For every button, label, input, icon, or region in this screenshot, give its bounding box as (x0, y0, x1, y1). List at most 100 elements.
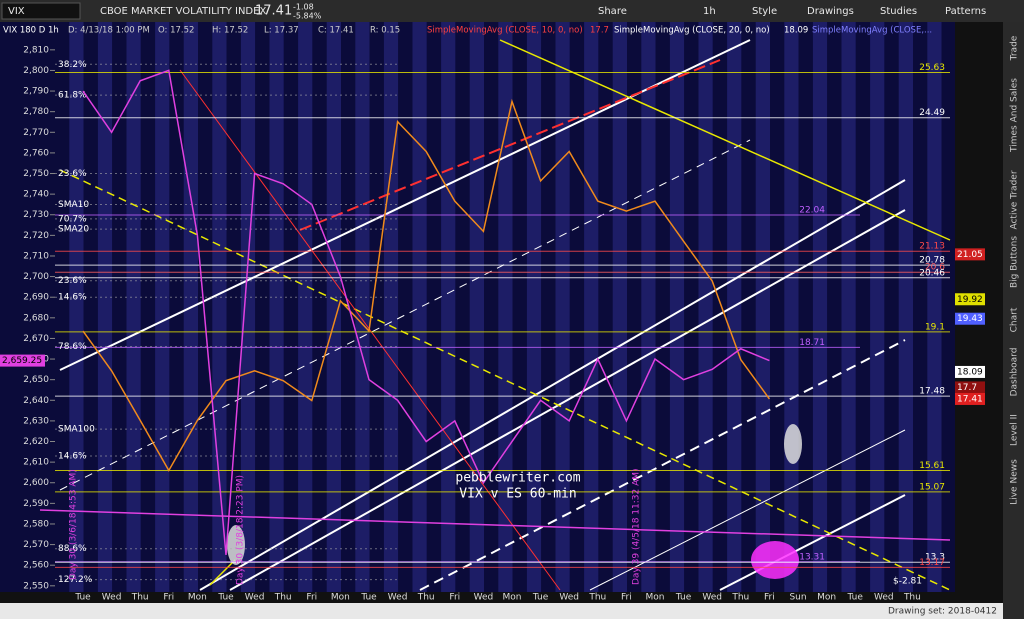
stripe (884, 22, 899, 592)
stripe (741, 22, 756, 592)
sidebar-tab[interactable]: Chart (1010, 307, 1020, 332)
x-tick-label: Tue (532, 593, 549, 603)
y-tick-label: 2,780 (23, 107, 49, 117)
marker-ellipse (751, 541, 799, 579)
right-axis-bg (955, 22, 1003, 592)
sidebar-tab[interactable]: Live News (1010, 459, 1020, 505)
stripe (398, 22, 413, 592)
sidebar-tab[interactable]: Active Trader (1010, 170, 1020, 229)
level-label: 13.17 (919, 558, 945, 568)
stripe (941, 22, 956, 592)
stripe (784, 22, 799, 592)
level-label: 20.46 (919, 268, 945, 278)
net-change: -1.08 (293, 3, 314, 12)
stripe (598, 22, 613, 592)
trendline (179, 69, 561, 591)
sidebar-tabs: Trade Times And Sales Active Trader Big But… (1010, 35, 1020, 505)
toolbar-button[interactable]: Style (752, 6, 777, 17)
stripe (612, 22, 627, 592)
stripe (684, 22, 699, 592)
stripe (927, 22, 942, 592)
legend-item: SimpleMovingAvg (CLOSE,... (812, 26, 932, 36)
stripe (712, 22, 728, 592)
y-tick-label: 2,630 (23, 416, 49, 426)
stripe (169, 22, 184, 592)
level-label: 21.13 (919, 242, 945, 252)
symbol[interactable]: VIX (8, 6, 25, 17)
stripe (140, 22, 156, 592)
stripe (198, 22, 213, 592)
y-tick-label: 2,590 (23, 499, 49, 509)
fib-label: 14.6% (58, 293, 87, 303)
stripe (484, 22, 499, 592)
fib-label: 88.6% (58, 544, 87, 554)
x-tick-label: Thu (731, 593, 749, 603)
annotation: Day 39 (4/5/18 11:32 AM) (632, 468, 642, 585)
es-tag-label: 2,659.25 (2, 356, 42, 366)
x-tick-label: Wed (474, 593, 494, 603)
price-tag (955, 381, 985, 394)
stripe (627, 22, 642, 592)
drawing-set[interactable]: Drawing set: 2018-0412 (888, 607, 997, 617)
stripe (512, 22, 527, 592)
annotation: $-2.81 (893, 577, 922, 587)
y-tick-label: 2,620 (23, 437, 49, 447)
fib-label: 38.2% (58, 60, 87, 70)
x-tick-label: Tue (675, 593, 692, 603)
toolbar-button[interactable]: Drawings (807, 6, 854, 17)
x-tick-label: Thu (131, 593, 149, 603)
stripe (312, 22, 327, 592)
stripe (755, 22, 770, 592)
y-tick-label: 2,710 (23, 251, 49, 261)
sidebar-tab[interactable]: Dashboard (1010, 348, 1020, 397)
stripe (269, 22, 284, 592)
x-tick-label: Mon (646, 593, 665, 603)
stripe (498, 22, 513, 592)
stripe (283, 22, 299, 592)
symbol-input[interactable] (1, 2, 81, 20)
sidebar-tab[interactable]: Big Buttons (1010, 236, 1020, 288)
sidebar-tab[interactable]: Times And Sales (1010, 78, 1020, 153)
arrow (209, 559, 236, 586)
stripe (698, 22, 713, 592)
stripe (841, 22, 856, 592)
sidebar (1003, 22, 1024, 619)
price-tag (955, 312, 985, 325)
x-tick-label: Fri (306, 593, 317, 603)
toolbar-button[interactable]: Patterns (945, 6, 986, 17)
x-tick-label: Wed (702, 593, 722, 603)
price-tag-label: 19.92 (957, 295, 983, 305)
price-tag (955, 248, 985, 261)
y-tick-label: 2,550 (23, 581, 49, 591)
stripe (383, 22, 399, 592)
x-tick-label: Fri (764, 593, 775, 603)
level-label: 19.1 (925, 322, 945, 332)
sidebar-tab[interactable]: Level II (1010, 414, 1020, 446)
stripe (212, 22, 227, 592)
trendline (589, 429, 906, 591)
y-tick-label: 2,680 (23, 313, 49, 323)
sidebar-tab[interactable]: Trade (1010, 35, 1020, 61)
y-tick-label: 2,640 (23, 396, 49, 406)
x-tick-label: Wed (388, 593, 408, 603)
y-tick-label: 2,600 (23, 478, 49, 488)
stripe (426, 22, 442, 592)
level-label: 24.49 (919, 108, 945, 118)
y-tick-label: 2,800 (23, 66, 49, 76)
toolbar-button[interactable]: 1h (703, 6, 716, 17)
plot-area: 2,550 2,560 2,570 2,580 2,590 2,600 2,610 2,620… (0, 22, 974, 592)
toolbar-button[interactable]: Share (598, 6, 627, 17)
price-tag (955, 365, 985, 378)
fib-label: 78.6% (58, 342, 87, 352)
es-tag (0, 354, 45, 367)
legend-item: O: 17.52 (158, 26, 194, 36)
fib-label: 23.6% (58, 169, 87, 179)
toolbar-button[interactable]: Studies (880, 6, 917, 17)
watermark: pebblewriter.com (455, 471, 580, 486)
stripe (569, 22, 585, 592)
x-tick-label: Tue (360, 593, 377, 603)
subtitle: VIX v ES 60-min (459, 487, 576, 502)
stripe (112, 22, 127, 592)
x-tick-label: Mon (817, 593, 836, 603)
